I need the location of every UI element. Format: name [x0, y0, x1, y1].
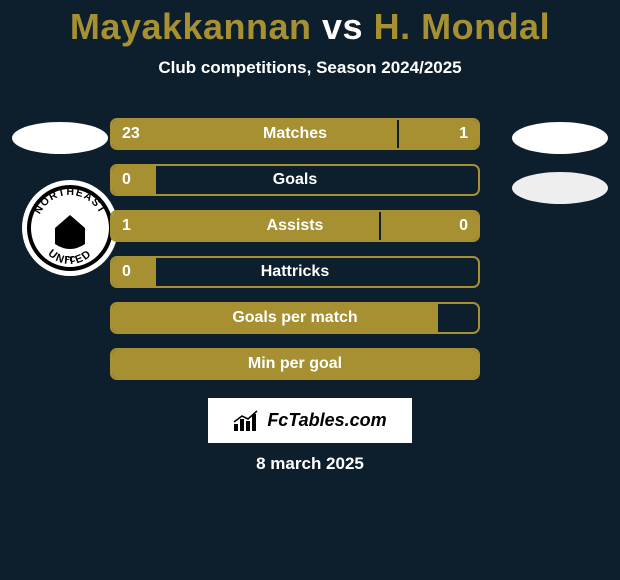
branding: FcTables.com — [0, 398, 620, 443]
stat-label: Goals per match — [112, 304, 478, 332]
stat-value-left: 1 — [122, 212, 131, 240]
subtitle: Club competitions, Season 2024/2025 — [0, 58, 620, 78]
stat-row: Goals0 — [110, 164, 480, 196]
stat-label: Min per goal — [112, 350, 478, 378]
title-player-left: Mayakkannan — [70, 6, 312, 47]
stat-label: Hattricks — [112, 258, 478, 286]
stat-label: Assists — [112, 212, 478, 240]
stat-label: Goals — [112, 166, 478, 194]
club-logo-left-main-icon: NORTHEAST UNITED FC — [20, 178, 120, 278]
brand-text: FcTables.com — [267, 410, 386, 431]
title-vs: vs — [322, 6, 363, 47]
stat-value-left: 23 — [122, 120, 140, 148]
bars-icon — [233, 410, 261, 432]
stat-row: Hattricks0 — [110, 256, 480, 288]
date: 8 march 2025 — [0, 454, 620, 474]
page-title: Mayakkannan vs H. Mondal — [0, 0, 620, 48]
stat-row: Assists1 0 — [110, 210, 480, 242]
brand-badge: FcTables.com — [208, 398, 412, 443]
stat-row: Min per goal — [110, 348, 480, 380]
stat-value-right: 1 — [459, 120, 468, 148]
svg-text:FC: FC — [65, 255, 76, 264]
title-player-right: H. Mondal — [374, 6, 550, 47]
stat-value-left: 0 — [122, 166, 131, 194]
club-logo-right-mid-icon — [510, 168, 610, 208]
stat-row: Matches23 1 — [110, 118, 480, 150]
club-logo-right-top-icon — [510, 118, 610, 158]
stat-label: Matches — [112, 120, 478, 148]
stat-value-right: 0 — [459, 212, 468, 240]
stat-value-left: 0 — [122, 258, 131, 286]
club-logo-left-top-icon — [10, 118, 110, 158]
stat-row: Goals per match — [110, 302, 480, 334]
stat-bars: Matches231Goals0Assists10Hattricks0Goals… — [110, 118, 480, 394]
